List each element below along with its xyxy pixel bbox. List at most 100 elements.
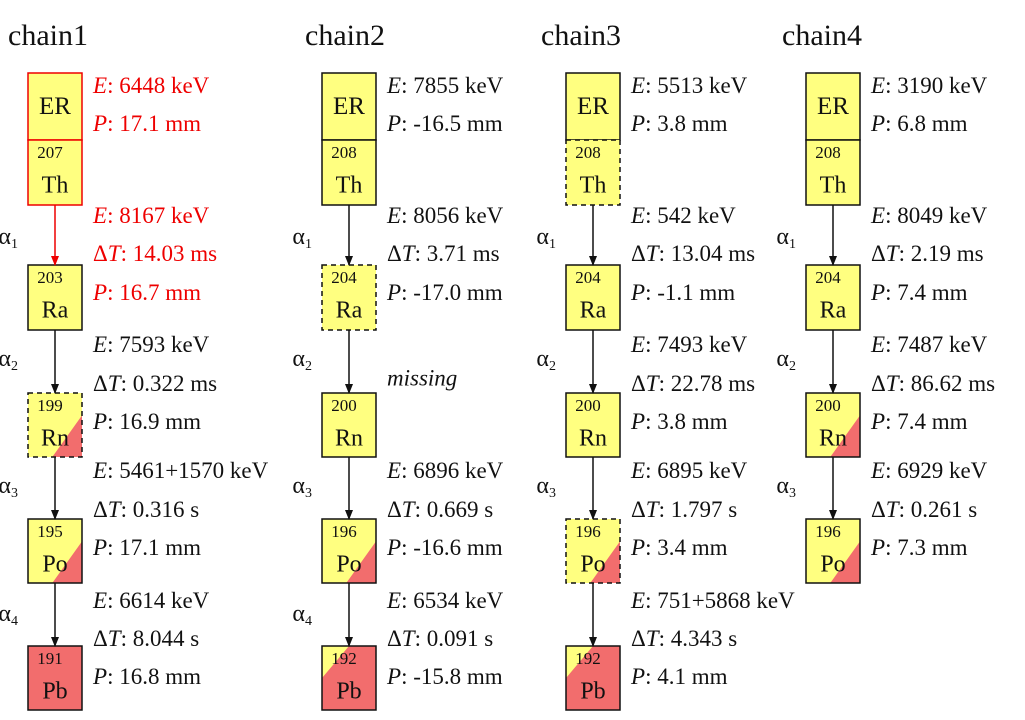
yellow-corner (322, 646, 349, 678)
value: : 17.1 mm (107, 535, 201, 560)
info-line: E: 7855 keV (386, 73, 504, 98)
alpha: α (292, 224, 305, 250)
info-line: E: 6929 keV (870, 458, 988, 483)
alpha: α (536, 346, 549, 372)
value: : 7493 keV (645, 332, 748, 357)
info-line: P: 17.1 mm (92, 535, 201, 560)
value: : 4.343 s (659, 626, 738, 651)
value: : -17.0 mm (401, 280, 503, 305)
key: T (402, 241, 417, 266)
info-line: E: 6896 keV (386, 458, 504, 483)
element: ER (577, 93, 609, 120)
key: T (886, 371, 901, 396)
key: P (870, 409, 885, 434)
alpha-index: 2 (11, 359, 18, 374)
nucleus-box (28, 73, 82, 140)
alpha-index: 4 (305, 614, 312, 629)
red-corner (830, 415, 860, 457)
value: : -1.1 mm (645, 280, 735, 305)
nucleus-box (28, 646, 82, 710)
key: P (92, 664, 107, 689)
info-line: P: 7.4 mm (870, 280, 968, 305)
value: : 751+5868 keV (645, 588, 795, 613)
element: Rn (819, 426, 847, 452)
nucleus-box (566, 140, 620, 205)
value: : 8167 keV (107, 203, 210, 228)
nucleus-box (322, 73, 376, 140)
value: : 7593 keV (107, 332, 210, 357)
element: Th (580, 173, 607, 199)
alpha-label: α1 (292, 224, 312, 253)
symbol: Δ (93, 626, 108, 651)
red-corner (830, 541, 860, 583)
info-line: ΔT: 86.62 ms (871, 371, 995, 396)
info-line: E: 3190 keV (870, 73, 988, 98)
info-line: E: 5461+1570 keV (92, 458, 269, 483)
mass-number: 195 (37, 522, 63, 541)
element: Th (820, 173, 847, 199)
mass-number: 200 (331, 396, 357, 415)
info-line: E: 542 keV (630, 203, 736, 228)
mass-number: 208 (331, 143, 357, 162)
key: P (92, 280, 107, 305)
symbol: Δ (387, 241, 402, 266)
alpha-label: α3 (292, 473, 312, 502)
value: : -15.8 mm (401, 664, 503, 689)
key: E (92, 332, 107, 357)
info-line: E: 6448 keV (92, 73, 210, 98)
key: P (92, 111, 107, 136)
element: Ra (42, 298, 69, 324)
value: : 3190 keV (885, 73, 988, 98)
element: Po (336, 552, 361, 578)
alpha-label: α1 (0, 224, 18, 253)
alpha-label: α2 (292, 346, 312, 375)
key: T (402, 497, 417, 522)
key: E (870, 458, 885, 483)
mass-number: 204 (815, 268, 841, 287)
key: E (386, 588, 401, 613)
key: P (386, 664, 401, 689)
info-line: P: 4.1 mm (630, 664, 728, 689)
alpha: α (0, 224, 11, 250)
info-line: P: -15.8 mm (386, 664, 503, 689)
symbol: Δ (631, 497, 646, 522)
info-line: P: 16.8 mm (92, 664, 201, 689)
symbol: Δ (387, 626, 402, 651)
alpha-index: 3 (11, 486, 18, 501)
key: P (92, 535, 107, 560)
key: P (630, 111, 645, 136)
yellow-corner (566, 646, 593, 678)
key: T (108, 371, 123, 396)
info-line: E: 7593 keV (92, 332, 210, 357)
symbol: Δ (631, 241, 646, 266)
value: : 6929 keV (885, 458, 988, 483)
value: : 542 keV (645, 203, 736, 228)
value: : 7.4 mm (885, 280, 968, 305)
element: Rn (41, 426, 69, 452)
key: P (870, 535, 885, 560)
key: E (630, 588, 645, 613)
info-line: P: 3.4 mm (630, 535, 728, 560)
info-line: E: 6534 keV (386, 588, 504, 613)
info-line: ΔT: 0.091 s (387, 626, 493, 651)
value: : 17.1 mm (107, 111, 201, 136)
alpha-label: α2 (0, 346, 18, 375)
info-line: E: 8167 keV (92, 203, 210, 228)
alpha-index: 4 (11, 614, 18, 629)
info-line: P: 16.9 mm (92, 409, 201, 434)
alpha-label: α1 (776, 224, 796, 253)
info-line: P: 3.8 mm (630, 111, 728, 136)
info-line: ΔT: 14.03 ms (93, 241, 217, 266)
nucleus-box (322, 265, 376, 330)
alpha-index: 3 (549, 486, 556, 501)
chain-title: chain1 (8, 19, 88, 52)
info-line: E: 7493 keV (630, 332, 748, 357)
mass-number: 200 (575, 396, 601, 415)
info-line: E: 8049 keV (870, 203, 988, 228)
element: ER (333, 93, 365, 120)
mass-number: 207 (37, 143, 63, 162)
alpha-index: 1 (305, 237, 312, 252)
alpha-index: 1 (549, 237, 556, 252)
symbol: Δ (93, 497, 108, 522)
alpha: α (0, 601, 11, 627)
